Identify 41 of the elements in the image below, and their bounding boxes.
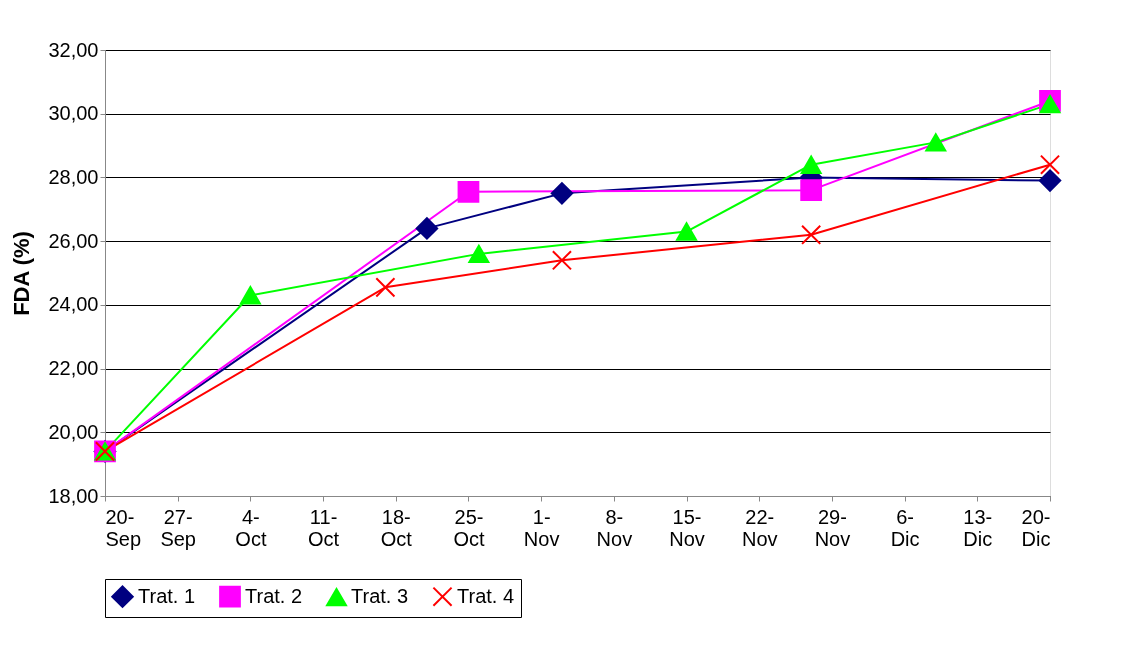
point	[551, 250, 573, 271]
x-tick-label: 27-Sep	[160, 505, 196, 550]
point	[415, 217, 439, 240]
x-tick-label: 6-Dic	[890, 505, 920, 550]
point	[925, 133, 947, 152]
point	[801, 224, 822, 245]
x-tick-label: 15-Nov	[669, 505, 705, 550]
y-tick-label: 20,00	[48, 420, 99, 443]
point	[239, 286, 261, 305]
point	[550, 182, 574, 205]
x-tick-label: 29-Nov	[814, 505, 851, 550]
legend-label: Trat. 1	[138, 584, 196, 607]
x-tick-label: 22-Nov	[741, 505, 778, 550]
point	[1039, 154, 1061, 175]
y-tick-label: 32,00	[48, 38, 99, 61]
x-tick-label: 13-Dic	[963, 505, 993, 550]
point	[800, 155, 822, 174]
y-tick-label: 28,00	[48, 165, 99, 188]
x-tick-label: 20-Dic	[1021, 505, 1051, 550]
y-axis-title: FDA (%)	[9, 231, 35, 316]
x-tick-label: 25-Oct	[453, 505, 485, 550]
y-tick-label: 24,00	[48, 293, 99, 316]
point	[457, 180, 480, 203]
x-tick-label: 18-Oct	[380, 505, 413, 550]
point	[676, 222, 698, 241]
point	[375, 277, 396, 298]
point	[468, 244, 490, 264]
x-tick-label: 20-Sep	[105, 505, 142, 550]
y-tick-label: 18,00	[48, 484, 99, 507]
x-tick-label: 1-Nov	[523, 505, 560, 550]
x-tick-label: 11-Oct	[308, 505, 340, 550]
x-tick-label: 8-Nov	[596, 505, 633, 550]
legend-label: Trat. 4	[457, 584, 515, 607]
y-tick-label: 30,00	[48, 102, 99, 125]
y-tick-label: 26,00	[48, 229, 99, 252]
legend-label: Trat. 3	[351, 585, 409, 608]
x-tick-label: 4-Oct	[235, 505, 267, 550]
point	[1038, 169, 1062, 192]
y-tick-label: 22,00	[48, 357, 99, 380]
point	[800, 179, 823, 202]
legend-label: Trat. 2	[245, 584, 303, 607]
